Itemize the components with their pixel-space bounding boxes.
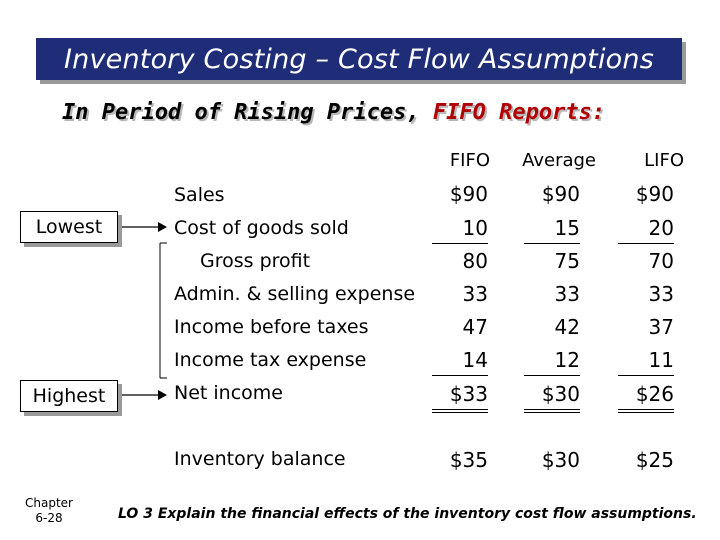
underline-fifo-tax: [432, 375, 488, 376]
cell-average-tax: 12: [554, 348, 580, 372]
row-label-sales: Sales: [174, 184, 225, 206]
learning-objective: LO 3 Explain the financial effects of th…: [118, 506, 697, 522]
arrow-highest-head: [158, 390, 167, 400]
subtitle-highlight: FIFO Reports:: [432, 100, 606, 125]
cell-average-sales: $90: [541, 182, 580, 206]
chapter-number: 6-28: [35, 511, 63, 525]
row-label-admin-expense: Admin. & selling expense: [174, 283, 416, 305]
column-header-fifo: FIFO: [449, 150, 490, 171]
cell-average-inventory: $30: [541, 448, 580, 472]
highest-label-box: Highest: [20, 380, 118, 412]
cell-fifo-cogs: 10: [462, 216, 488, 240]
title-bar: Inventory Costing – Cost Flow Assumption…: [36, 38, 682, 80]
double-underline-fifo-2: [432, 412, 488, 413]
cell-lifo-admin: 33: [648, 282, 674, 306]
underline-lifo-cogs: [618, 243, 674, 244]
cell-lifo-ibt: 37: [648, 315, 674, 339]
row-label-cogs: Cost of goods sold: [174, 217, 349, 239]
chapter-word: Chapter: [25, 496, 73, 510]
double-underline-fifo-1: [432, 409, 488, 410]
cell-fifo-ibt: 47: [462, 315, 488, 339]
subtitle-text: In Period of Rising Prices,: [62, 100, 433, 125]
highest-label: Highest: [32, 385, 106, 407]
double-underline-average-1: [524, 409, 580, 410]
cell-lifo-cogs: 20: [648, 216, 674, 240]
row-label-gross-profit: Gross profit: [200, 250, 311, 272]
row-label-income-tax: Income tax expense: [174, 349, 367, 371]
cell-lifo-gross-profit: 70: [648, 249, 674, 273]
cell-fifo-gross-profit: 80: [462, 249, 488, 273]
row-label-income-before-taxes: Income before taxes: [174, 316, 369, 338]
underline-fifo-cogs: [432, 243, 488, 244]
cell-lifo-net-income: $26: [635, 382, 674, 406]
cell-average-net-income: $30: [541, 382, 580, 406]
column-header-lifo: LIFO: [644, 150, 684, 171]
subtitle: In Period of Rising Prices, FIFO Reports…: [62, 100, 605, 125]
cell-fifo-sales: $90: [449, 182, 488, 206]
cell-fifo-net-income: $33: [449, 382, 488, 406]
cell-average-cogs: 15: [554, 216, 580, 240]
row-label-net-income: Net income: [174, 382, 283, 404]
cell-lifo-sales: $90: [635, 182, 674, 206]
column-header-average: Average: [522, 150, 596, 171]
arrow-lowest-head: [158, 222, 167, 232]
cell-average-ibt: 42: [554, 315, 580, 339]
double-underline-lifo-2: [618, 412, 674, 413]
lowest-label: Lowest: [35, 216, 103, 238]
cell-fifo-tax: 14: [462, 348, 488, 372]
double-underline-average-2: [524, 412, 580, 413]
underline-lifo-tax: [618, 375, 674, 376]
cell-average-admin: 33: [554, 282, 580, 306]
cell-lifo-inventory: $25: [635, 448, 674, 472]
cell-fifo-admin: 33: [462, 282, 488, 306]
double-underline-lifo-1: [618, 409, 674, 410]
underline-average-cogs: [524, 243, 580, 244]
underline-average-tax: [524, 375, 580, 376]
cell-fifo-inventory: $35: [449, 448, 488, 472]
cell-average-gross-profit: 75: [554, 249, 580, 273]
chapter-label: Chapter 6-28: [22, 496, 76, 526]
cell-lifo-tax: 11: [648, 348, 674, 372]
slide-title: Inventory Costing – Cost Flow Assumption…: [64, 43, 654, 75]
row-label-inventory-balance: Inventory balance: [174, 448, 346, 470]
lowest-label-box: Lowest: [20, 211, 118, 243]
